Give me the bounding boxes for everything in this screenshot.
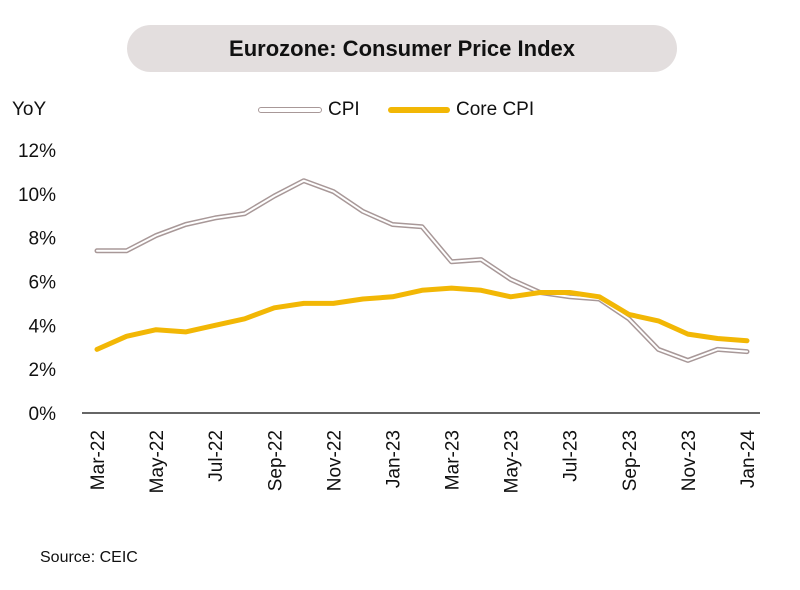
y-tick-label: 8%	[29, 229, 57, 250]
x-tick-label: Jan-24	[738, 430, 759, 489]
x-tick-label: Nov-23	[679, 430, 700, 491]
chart-title-banner: Eurozone: Consumer Price Index	[127, 25, 677, 72]
legend-label-core-cpi: Core CPI	[456, 99, 535, 120]
series-line-cpi	[94, 178, 750, 363]
x-tick-label: Jul-23	[561, 430, 582, 482]
source-note: Source: CEIC	[40, 549, 138, 566]
x-tick-label: Mar-23	[443, 430, 464, 490]
legend-item-core-cpi: Core CPI	[388, 99, 534, 121]
x-tick-label: May-23	[502, 430, 523, 493]
legend-swatch-cpi	[258, 107, 322, 113]
x-tick-label: Sep-22	[265, 430, 286, 491]
x-tick-label: Mar-22	[88, 430, 109, 490]
x-tick-label: Nov-22	[324, 430, 345, 491]
y-tick-label: 6%	[29, 273, 57, 294]
chart-title: Eurozone: Consumer Price Index	[229, 35, 575, 61]
series-line-inner-cpi	[96, 179, 748, 362]
y-tick-label: 2%	[29, 360, 57, 381]
series-line-core-cpi	[94, 285, 750, 352]
x-tick-label: Jul-22	[206, 430, 227, 482]
legend-swatch-core-cpi	[388, 107, 450, 113]
y-tick-label: 4%	[29, 316, 57, 337]
x-tick-label: Jan-23	[383, 430, 404, 488]
y-tick-label: 0%	[29, 404, 57, 425]
y-tick-label: 12%	[18, 141, 56, 162]
x-tick-label: May-22	[147, 430, 168, 493]
y-axis-label: YoY	[12, 99, 47, 120]
x-tick-label: Sep-23	[620, 430, 641, 491]
y-tick-label: 10%	[18, 185, 56, 206]
legend-item-cpi: CPI	[258, 99, 360, 121]
legend-label-cpi: CPI	[328, 99, 360, 120]
